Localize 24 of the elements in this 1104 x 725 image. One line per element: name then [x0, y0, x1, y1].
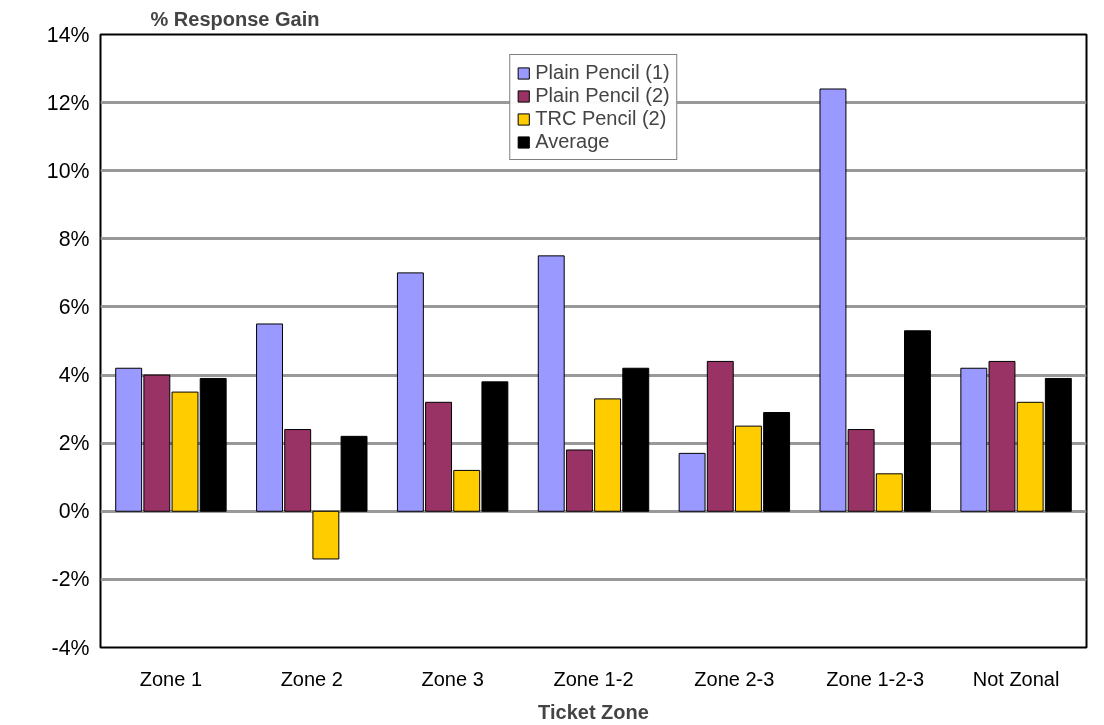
x-tick-label: Zone 1-2: [553, 667, 634, 690]
x-tick-label: Zone 1: [139, 667, 203, 690]
y-tick-label: -2%: [51, 567, 90, 592]
y-tick-label: 0%: [58, 499, 90, 524]
y-tick-label: 2%: [58, 431, 90, 456]
bar: [340, 435, 368, 512]
legend-label: Plain Pencil (2): [535, 84, 670, 107]
x-tick-label: Zone 2-3: [694, 667, 775, 690]
y-tick-label: 8%: [58, 226, 90, 251]
x-tick-label: Zone 1-2-3: [826, 667, 925, 690]
y-tick-label: 10%: [46, 158, 90, 183]
x-tick-label: Not Zonal: [972, 667, 1060, 690]
y-tick-label: 6%: [58, 294, 90, 319]
y-tick-label: 14%: [46, 22, 90, 47]
y-tick-label: -4%: [51, 635, 90, 660]
legend-label: TRC Pencil (2): [535, 107, 667, 130]
x-axis-title: Ticket Zone: [538, 700, 649, 723]
x-tick-label: Zone 3: [421, 667, 484, 690]
x-tick-label: Zone 2: [280, 667, 343, 690]
y-tick-label: 4%: [58, 363, 90, 388]
legend-label: Average: [535, 130, 610, 153]
y-tick-label: 12%: [46, 90, 90, 115]
legend-label: Plain Pencil (1): [535, 61, 670, 84]
y-axis-title: % Response Gain: [150, 7, 320, 30]
